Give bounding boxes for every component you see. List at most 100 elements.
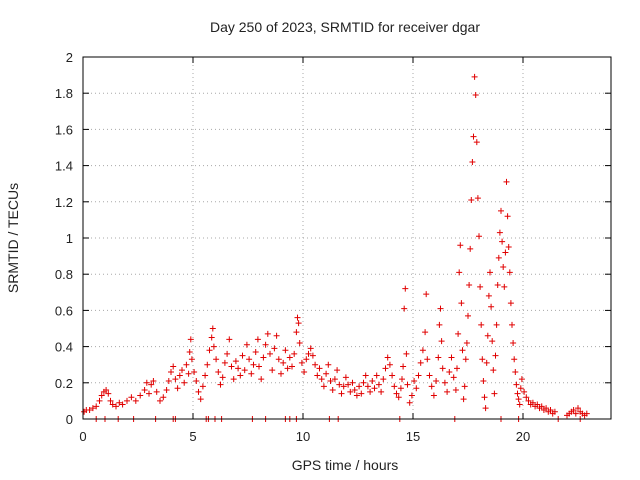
data-point [141, 387, 148, 394]
data-point [248, 370, 255, 377]
data-point [382, 365, 389, 372]
data-point [303, 356, 310, 363]
data-point [294, 314, 301, 321]
data-point [471, 73, 478, 80]
data-point [246, 356, 253, 363]
x-axis-label: GPS time / hours [292, 457, 399, 473]
data-point [424, 356, 431, 363]
y-tick-label: 0.6 [55, 303, 73, 318]
data-point [256, 363, 262, 370]
y-tick-label: 0.4 [55, 340, 73, 355]
data-point [476, 233, 482, 240]
data-point [529, 399, 536, 406]
data-point [367, 388, 374, 395]
data-point [466, 282, 473, 289]
data-point [450, 374, 457, 381]
data-point [230, 376, 237, 383]
data-point [275, 356, 282, 363]
data-point [232, 358, 239, 365]
data-point [163, 387, 170, 394]
data-point [269, 367, 276, 374]
data-point [435, 354, 442, 361]
data-point [439, 365, 446, 372]
data-point [327, 377, 334, 384]
data-point [469, 158, 476, 165]
data-point [345, 381, 352, 388]
data-point [202, 372, 209, 379]
data-point [334, 367, 341, 374]
data-point [459, 347, 466, 354]
data-point [507, 300, 514, 307]
y-tick-label: 0 [66, 412, 73, 427]
data-point [318, 376, 325, 383]
data-point [517, 385, 524, 392]
data-point [492, 352, 499, 359]
data-point [267, 350, 273, 357]
data-point [243, 341, 250, 348]
data-point [210, 343, 217, 350]
data-point [96, 397, 103, 404]
data-point [143, 379, 150, 386]
data-point [260, 354, 267, 361]
data-point [503, 178, 510, 185]
data-point [468, 196, 475, 203]
data-point [504, 213, 511, 220]
data-point [487, 269, 493, 276]
data-point [538, 403, 545, 410]
data-point [491, 390, 498, 397]
data-point [428, 383, 435, 390]
data-point [463, 339, 470, 346]
data-point [523, 394, 530, 401]
data-point [498, 207, 504, 214]
data-point [490, 367, 497, 374]
data-point [168, 368, 174, 375]
data-point [422, 329, 429, 336]
data-point [338, 390, 345, 397]
data-point [393, 390, 400, 397]
data-point [408, 392, 415, 399]
grid-layer [83, 57, 611, 419]
data-point [460, 396, 467, 403]
data-point [282, 347, 289, 354]
data-point [262, 341, 269, 348]
data-point [395, 394, 402, 401]
data-point [137, 392, 144, 399]
data-point [433, 377, 440, 384]
data-point [280, 359, 287, 366]
data-point [436, 321, 443, 328]
data-point [107, 397, 114, 404]
x-tick-label: 10 [296, 429, 310, 444]
data-point [128, 394, 135, 401]
data-point [150, 377, 157, 384]
data-point [513, 381, 520, 388]
data-point [426, 372, 433, 379]
data-point [458, 300, 465, 307]
data-point [165, 377, 172, 384]
data-point [534, 401, 541, 408]
data-point [360, 379, 367, 386]
data-point [488, 303, 495, 310]
data-point [329, 387, 336, 394]
data-point [516, 401, 523, 408]
data-point [93, 403, 100, 410]
data-point [470, 133, 477, 140]
data-point [430, 392, 437, 399]
data-point [493, 321, 500, 328]
data-point [423, 291, 430, 298]
data-point [375, 381, 382, 388]
data-point [399, 376, 405, 383]
data-point [296, 339, 303, 346]
data-point [461, 383, 468, 390]
data-point [250, 361, 257, 368]
data-point [252, 349, 259, 356]
data-point [455, 330, 462, 337]
data-point [132, 397, 139, 404]
data-point [183, 361, 190, 368]
data-point [406, 399, 413, 406]
data-point [506, 269, 513, 276]
data-point [226, 336, 233, 343]
data-point [208, 334, 215, 341]
data-point [312, 361, 319, 368]
data-point [103, 387, 110, 394]
